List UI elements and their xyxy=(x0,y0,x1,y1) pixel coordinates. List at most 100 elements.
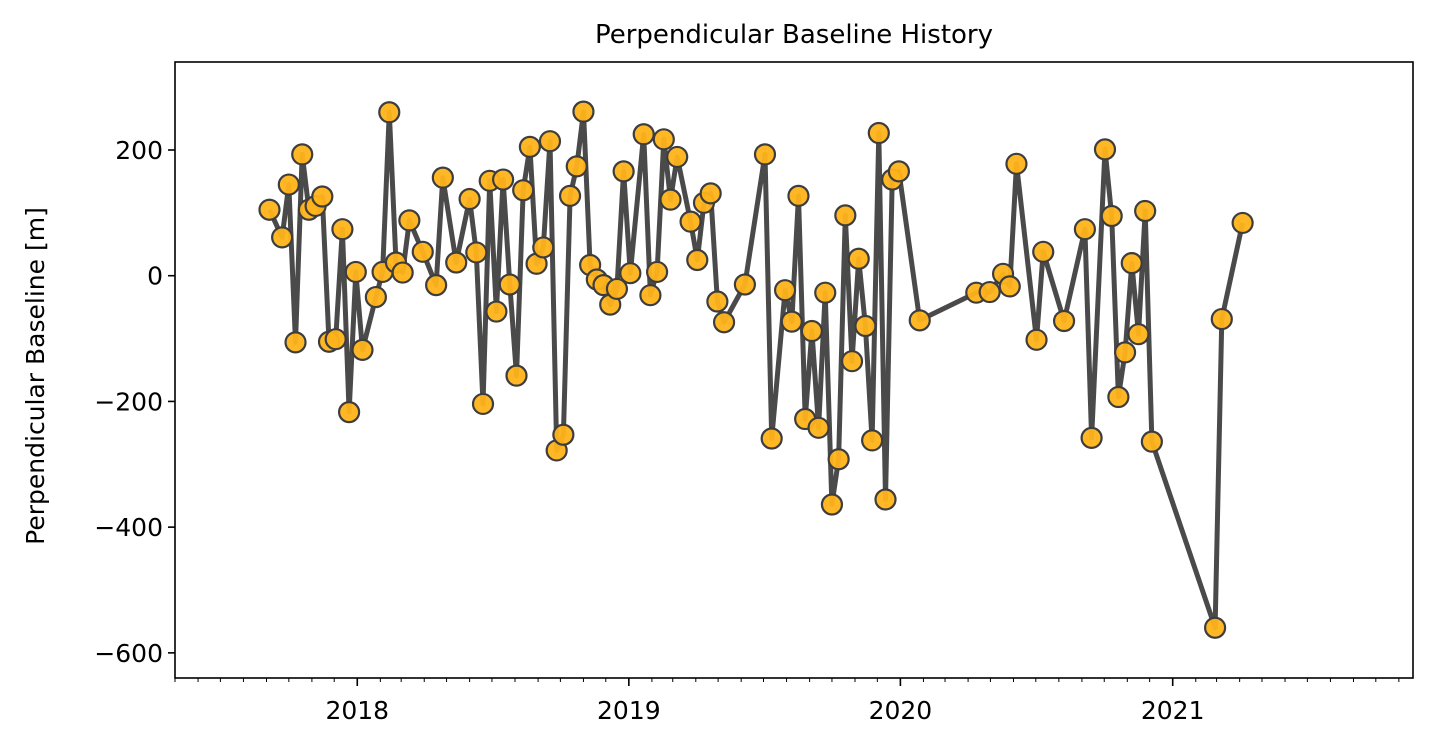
y-axis-title: Perpendicular Baseline [m] xyxy=(21,207,50,545)
data-point xyxy=(1140,430,1163,453)
data-point xyxy=(612,160,635,183)
data-point xyxy=(324,328,347,351)
data-point xyxy=(277,173,300,196)
data-point xyxy=(800,319,823,343)
data-point xyxy=(686,248,709,272)
data-point xyxy=(485,300,508,323)
data-point xyxy=(632,123,655,146)
data-point xyxy=(1203,616,1227,639)
data-point xyxy=(572,100,595,123)
data-point xyxy=(391,261,414,284)
data-point xyxy=(854,314,877,338)
data-point xyxy=(867,121,890,145)
data-point xyxy=(827,448,850,471)
x-tick-label: 2018 xyxy=(325,696,389,725)
data-point xyxy=(351,338,374,361)
chart-title: Perpendicular Baseline History xyxy=(595,20,993,50)
data-point xyxy=(1113,341,1137,364)
data-point xyxy=(874,488,897,511)
data-point xyxy=(887,160,911,183)
data-point xyxy=(847,247,870,270)
data-point xyxy=(445,251,468,274)
y-tick-label: −400 xyxy=(94,513,163,542)
x-axis: 2018 2019 2020 2021 xyxy=(174,678,1400,725)
data-point xyxy=(271,226,294,249)
data-point xyxy=(1052,309,1076,333)
data-point xyxy=(998,275,1021,298)
data-point xyxy=(532,236,555,259)
data-point xyxy=(491,168,515,191)
data-point xyxy=(1127,323,1150,346)
data-point xyxy=(646,260,669,284)
data-point xyxy=(518,135,541,158)
data-point xyxy=(712,311,736,334)
data-point xyxy=(820,493,844,516)
data-point xyxy=(1100,204,1123,228)
y-tick-label: 0 xyxy=(147,262,163,291)
data-point xyxy=(344,260,367,284)
data-point xyxy=(666,145,689,169)
data-point xyxy=(558,184,582,207)
data-point xyxy=(311,185,334,208)
data-point xyxy=(1025,328,1048,351)
data-point xyxy=(1032,240,1055,263)
data-point xyxy=(861,429,884,452)
data-point xyxy=(284,331,307,354)
x-tick-label: 2020 xyxy=(869,696,933,725)
data-point xyxy=(378,101,401,124)
data-point xyxy=(605,277,629,301)
data-point xyxy=(291,143,314,166)
y-axis: 200 0 −200 −400 −600 xyxy=(94,136,175,668)
data-point xyxy=(753,143,777,166)
data-point xyxy=(1093,138,1117,161)
plot-frame xyxy=(174,61,1414,679)
data-point xyxy=(787,184,810,207)
data-point xyxy=(1005,152,1028,175)
data-point xyxy=(639,284,662,307)
data-point xyxy=(706,290,729,313)
data-point xyxy=(538,130,562,153)
data-point xyxy=(565,155,588,178)
data-point xyxy=(773,279,797,302)
data-point xyxy=(760,427,783,450)
data-point xyxy=(1134,199,1157,223)
data-point xyxy=(458,187,481,211)
data-point xyxy=(398,209,421,232)
data-point xyxy=(978,280,1001,304)
data-point xyxy=(331,218,354,241)
data-point xyxy=(807,416,830,439)
x-tick-label: 2021 xyxy=(1141,696,1205,725)
data-point xyxy=(431,166,454,189)
data-point xyxy=(364,285,387,309)
data-point xyxy=(425,274,448,297)
data-point xyxy=(733,273,756,296)
data-point xyxy=(1080,426,1103,449)
data-point xyxy=(1107,385,1130,409)
data-point xyxy=(552,423,575,446)
data-point xyxy=(659,188,682,211)
data-point xyxy=(1120,252,1143,275)
data-point xyxy=(699,182,722,205)
x-tick-label: 2019 xyxy=(597,696,661,725)
data-point xyxy=(258,198,281,221)
y-tick-label: −600 xyxy=(94,639,163,668)
data-point xyxy=(465,241,488,264)
data-point xyxy=(619,262,642,285)
data-point xyxy=(679,210,702,233)
y-tick-label: 200 xyxy=(115,136,163,165)
data-point xyxy=(471,392,495,416)
data-point xyxy=(505,364,528,387)
data-point xyxy=(1210,307,1233,331)
data-point xyxy=(814,281,837,304)
data-point xyxy=(512,179,535,202)
data-point xyxy=(834,204,857,227)
data-point xyxy=(337,401,361,424)
data-point xyxy=(908,309,931,332)
data-point xyxy=(652,128,675,151)
plot-area xyxy=(258,100,1254,639)
data-point xyxy=(411,240,434,263)
data-point xyxy=(780,310,803,333)
data-point xyxy=(840,350,864,373)
